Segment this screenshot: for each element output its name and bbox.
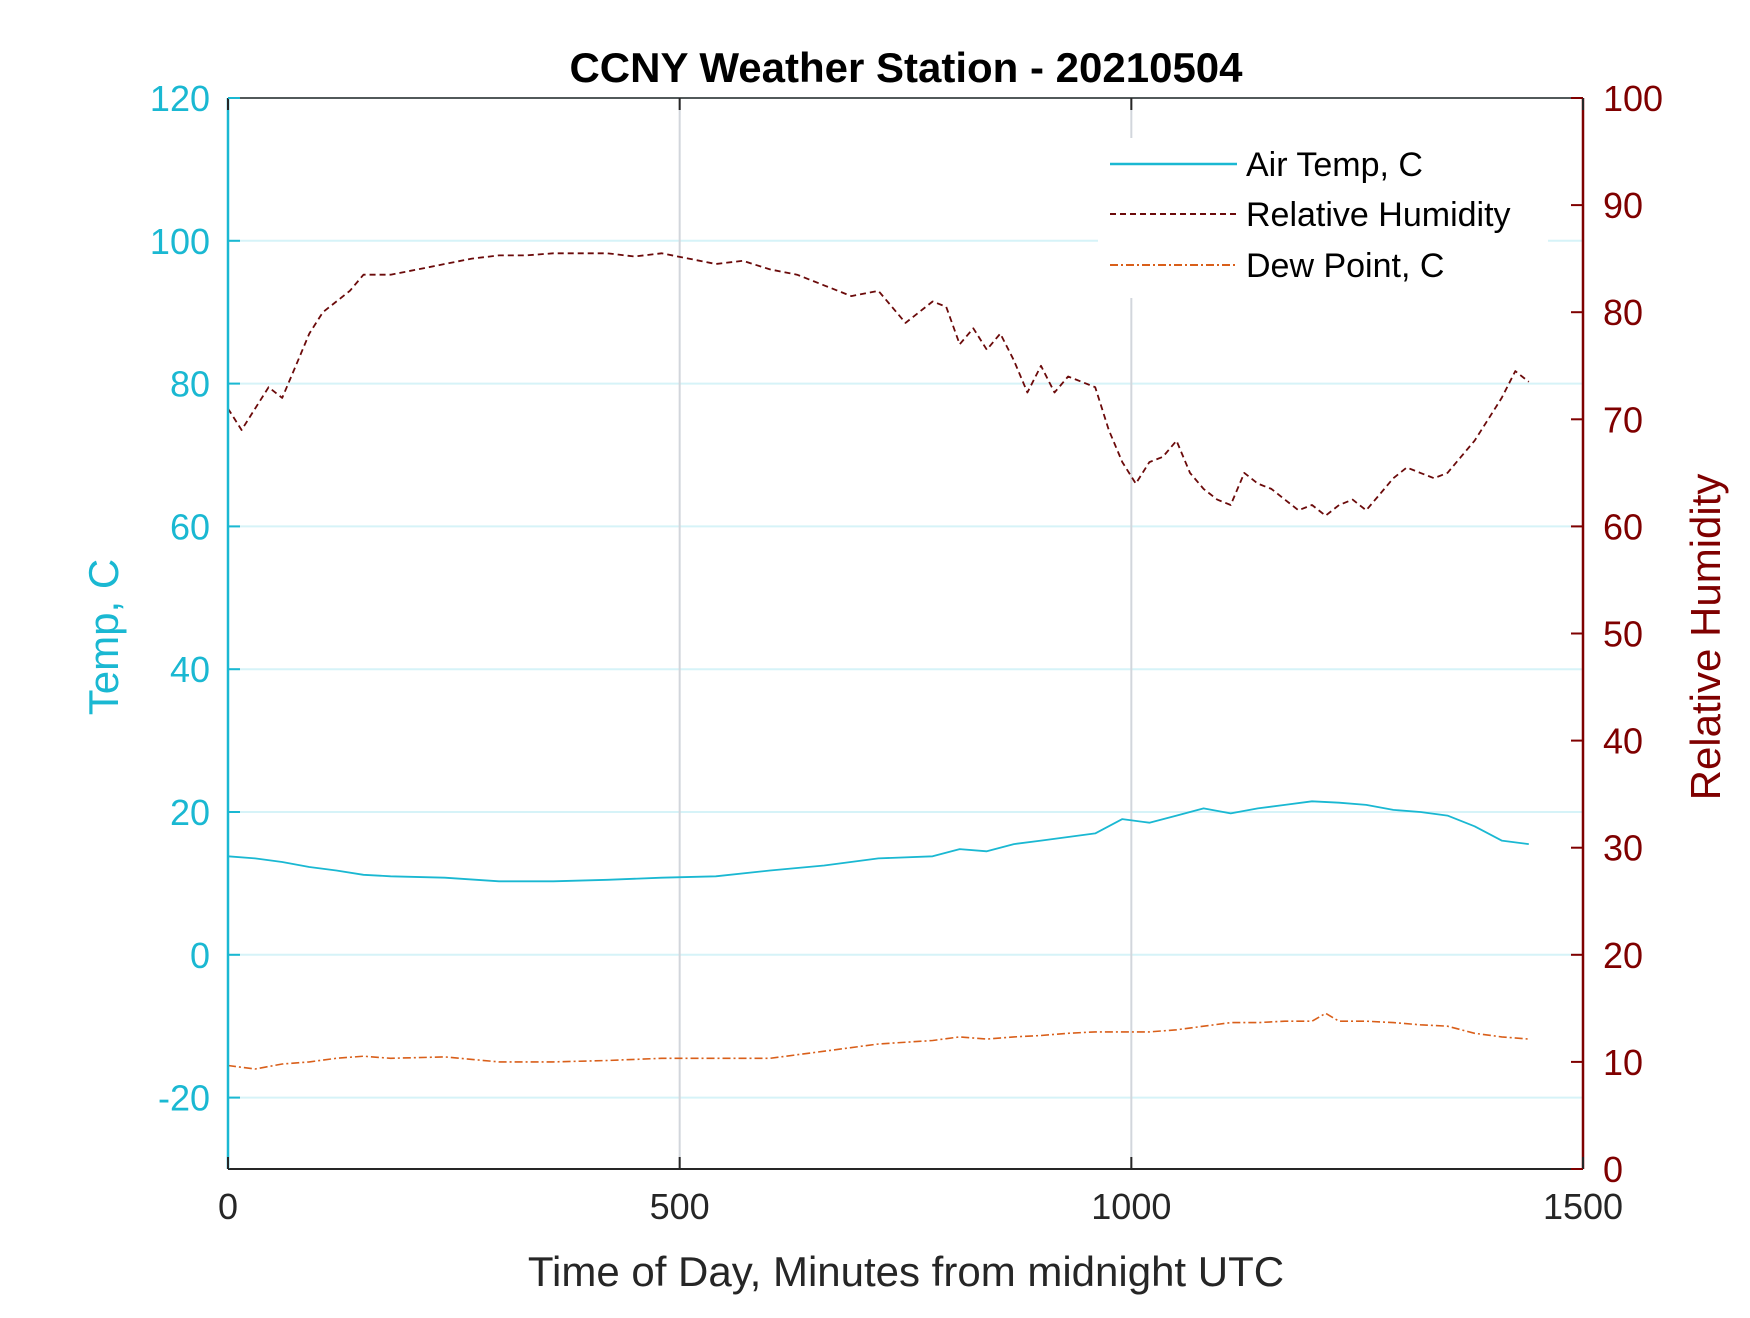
right-y-tick-label: 30 bbox=[1603, 828, 1643, 869]
series-lines bbox=[227, 252, 1530, 1070]
left-y-tick-label: 60 bbox=[170, 506, 210, 547]
left-y-tick-label: -20 bbox=[158, 1078, 210, 1119]
x-tick-label: 1000 bbox=[1091, 1186, 1171, 1227]
right-y-tick-label: 0 bbox=[1603, 1149, 1623, 1190]
legend: Air Temp, C Relative Humidity Dew Point,… bbox=[1098, 138, 1548, 298]
right-y-tick-label: 10 bbox=[1603, 1042, 1643, 1083]
right-y-tick-label: 100 bbox=[1603, 78, 1663, 119]
left-y-tick-label: 100 bbox=[150, 221, 210, 262]
right-y-tick-label: 80 bbox=[1603, 292, 1643, 333]
axis-ticks: 0 500 1000 1500 -20 0 20 40 60 80 100 120 0 10 20 30 40 5… bbox=[150, 78, 1663, 1227]
left-y-tick-label: 120 bbox=[150, 78, 210, 119]
x-tick-label: 500 bbox=[650, 1186, 710, 1227]
right-y-tick-label: 40 bbox=[1603, 721, 1643, 762]
legend-label-air-temp: Air Temp, C bbox=[1246, 146, 1423, 184]
left-y-axis-label: Temp, C bbox=[80, 559, 127, 715]
left-y-tick-label: 0 bbox=[190, 935, 210, 976]
x-tick-label: 1500 bbox=[1543, 1186, 1623, 1227]
x-axis-label: Time of Day, Minutes from midnight UTC bbox=[528, 1248, 1284, 1295]
right-y-tick-label: 70 bbox=[1603, 399, 1643, 440]
left-y-tick-label: 20 bbox=[170, 792, 210, 833]
right-y-axis-label: Relative Humidity bbox=[1682, 474, 1729, 801]
right-y-tick-label: 20 bbox=[1603, 935, 1643, 976]
relative-humidity-line bbox=[227, 252, 1530, 517]
legend-label-relative-humidity: Relative Humidity bbox=[1246, 196, 1511, 234]
chart-title: CCNY Weather Station - 20210504 bbox=[569, 44, 1243, 91]
right-y-tick-label: 90 bbox=[1603, 185, 1643, 226]
right-y-tick-label: 50 bbox=[1603, 614, 1643, 655]
legend-label-dew-point: Dew Point, C bbox=[1246, 247, 1444, 285]
x-tick-label: 0 bbox=[218, 1186, 238, 1227]
left-y-tick-label: 40 bbox=[170, 649, 210, 690]
air-temp-line bbox=[227, 800, 1529, 883]
right-y-tick-label: 60 bbox=[1603, 506, 1643, 547]
left-y-tick-label: 80 bbox=[170, 364, 210, 405]
dew-point-line bbox=[227, 1012, 1529, 1070]
